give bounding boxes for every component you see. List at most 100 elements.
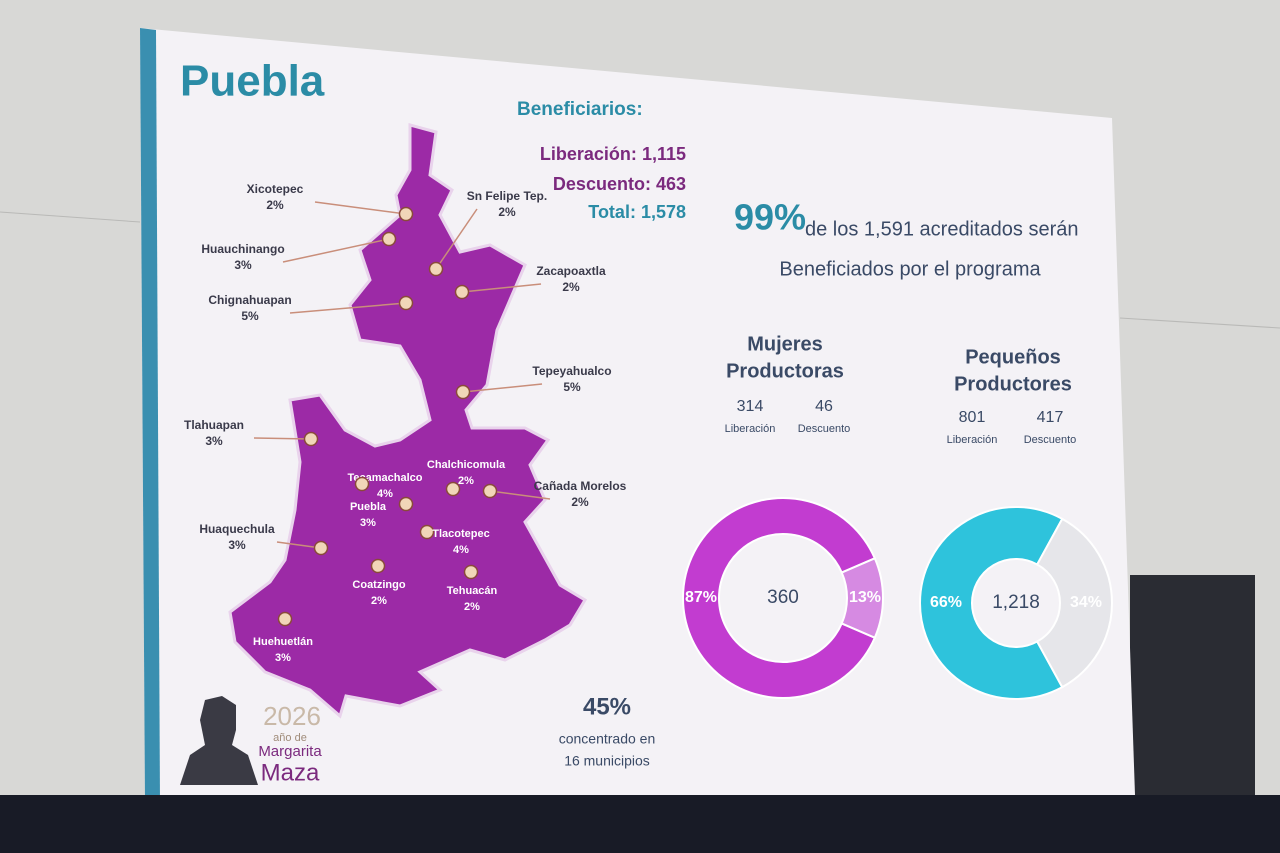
municipio-name: Zacapoaxtla bbox=[536, 264, 606, 278]
leader-line bbox=[314, 201, 407, 215]
wall-seam bbox=[0, 211, 141, 223]
headline-line: Beneficiados por el programa bbox=[779, 258, 1041, 280]
leader-line bbox=[276, 541, 322, 549]
line-label: Descuento: bbox=[553, 174, 651, 194]
leader-line bbox=[489, 490, 551, 500]
headline-big: 99% bbox=[734, 197, 806, 238]
logo-year: 2026 bbox=[263, 701, 321, 731]
municipio-name: Tehuacán bbox=[447, 585, 498, 597]
beneficiarios-line: Descuento: 463 bbox=[553, 174, 686, 194]
stat-label: Liberación bbox=[725, 423, 776, 435]
segment-label: 66% bbox=[930, 594, 962, 611]
municipio-name: Puebla bbox=[350, 501, 387, 513]
municipio-name: Tepeyahualco bbox=[532, 364, 611, 378]
stat-label: Descuento bbox=[1024, 434, 1077, 446]
beneficiarios-line: Liberación: 1,115 bbox=[540, 144, 686, 164]
summary-line: 16 municipios bbox=[564, 753, 650, 769]
donut-center: 1,218 bbox=[992, 592, 1040, 613]
stat-label: Liberación bbox=[947, 434, 998, 446]
slide-title: Puebla bbox=[180, 57, 325, 106]
map-pin bbox=[398, 295, 414, 311]
map-pin bbox=[313, 540, 329, 556]
logo-line: año de bbox=[273, 732, 307, 744]
stat-label: Descuento bbox=[798, 423, 851, 435]
leader-line bbox=[282, 238, 390, 263]
map-pin bbox=[445, 481, 461, 497]
beneficiarios-heading: Beneficiarios: bbox=[517, 99, 643, 120]
map-pin bbox=[428, 261, 444, 277]
segment-label: 87% bbox=[685, 589, 717, 606]
donut-segment bbox=[919, 506, 1064, 700]
map-pin bbox=[455, 384, 471, 400]
stat-value: 417 bbox=[1037, 409, 1064, 426]
map-pin bbox=[381, 231, 397, 247]
municipio-name: Chalchicomula bbox=[427, 459, 506, 471]
municipio-name: Coatzingo bbox=[352, 579, 405, 591]
map-pin bbox=[277, 611, 293, 627]
leader-line bbox=[462, 383, 543, 393]
municipio-pct: 5% bbox=[241, 309, 259, 323]
map-pin bbox=[463, 564, 479, 580]
municipio-name: Sn Felipe Tep. bbox=[467, 189, 547, 203]
logo-line: Maza bbox=[261, 759, 320, 786]
municipio-pct: 2% bbox=[371, 595, 387, 607]
municipio-name: Tlacotepec bbox=[432, 528, 489, 540]
municipio-pct: 3% bbox=[234, 258, 252, 272]
map-pin bbox=[398, 206, 414, 222]
municipio-pct: 2% bbox=[498, 205, 516, 219]
municipio-name: Huauchinango bbox=[201, 242, 284, 256]
leader-line bbox=[289, 302, 407, 314]
portrait bbox=[180, 696, 258, 785]
map-pin bbox=[303, 431, 319, 447]
municipio-pct: 3% bbox=[360, 517, 376, 529]
line-label: Liberación: bbox=[540, 144, 637, 164]
leader-line bbox=[461, 283, 542, 293]
municipio-pct: 2% bbox=[464, 601, 480, 613]
donut-title: Pequeños bbox=[965, 346, 1061, 368]
municipio-name: Cañada Morelos bbox=[534, 479, 627, 493]
municipio-pct: 3% bbox=[275, 652, 291, 664]
line-label: Total: bbox=[588, 202, 636, 222]
line-value: 1,115 bbox=[642, 144, 686, 164]
map-pin bbox=[419, 524, 435, 540]
segment-label: 13% bbox=[849, 589, 881, 606]
municipio-name: Huaquechula bbox=[199, 522, 275, 536]
map-pin bbox=[482, 483, 498, 499]
donut-title: Mujeres bbox=[747, 333, 823, 355]
wall-seam bbox=[1119, 317, 1280, 329]
municipio-pct: 2% bbox=[266, 198, 284, 212]
doorway bbox=[1130, 575, 1255, 800]
municipio-pct: 4% bbox=[377, 488, 393, 500]
donut-title: Productores bbox=[954, 373, 1072, 395]
beneficiarios-line: Total: 1,578 bbox=[588, 202, 686, 222]
municipio-pct: 4% bbox=[453, 544, 469, 556]
line-value: 1,578 bbox=[641, 202, 686, 222]
municipio-name: Chignahuapan bbox=[208, 293, 291, 307]
slide-content: Puebla Beneficiarios: Liberación: 1,115 Des… bbox=[180, 57, 1114, 786]
line-value: 463 bbox=[656, 174, 686, 194]
stat-value: 801 bbox=[959, 409, 986, 426]
donut-segment bbox=[840, 556, 884, 640]
map-pin bbox=[354, 476, 370, 492]
municipio-pct: 3% bbox=[205, 434, 223, 448]
stat-value: 46 bbox=[815, 398, 833, 415]
municipio-pct: 2% bbox=[458, 475, 474, 487]
screen-edge bbox=[140, 28, 160, 805]
municipio-name: Xicotepec bbox=[247, 182, 304, 196]
map-pin bbox=[370, 558, 386, 574]
summary-big: 45% bbox=[583, 693, 631, 720]
donut-title: Productoras bbox=[726, 360, 844, 382]
donut-segment bbox=[1035, 517, 1114, 689]
municipio-pct: 2% bbox=[571, 495, 589, 509]
map-pin bbox=[454, 284, 470, 300]
leader-line bbox=[435, 208, 478, 270]
leader-line bbox=[253, 437, 312, 440]
map-pin bbox=[398, 496, 414, 512]
municipio-name: Huehuetlán bbox=[253, 636, 313, 648]
stat-value: 314 bbox=[737, 398, 764, 415]
map bbox=[228, 123, 588, 719]
municipio-pct: 2% bbox=[562, 280, 580, 294]
donut-segment bbox=[682, 497, 877, 699]
